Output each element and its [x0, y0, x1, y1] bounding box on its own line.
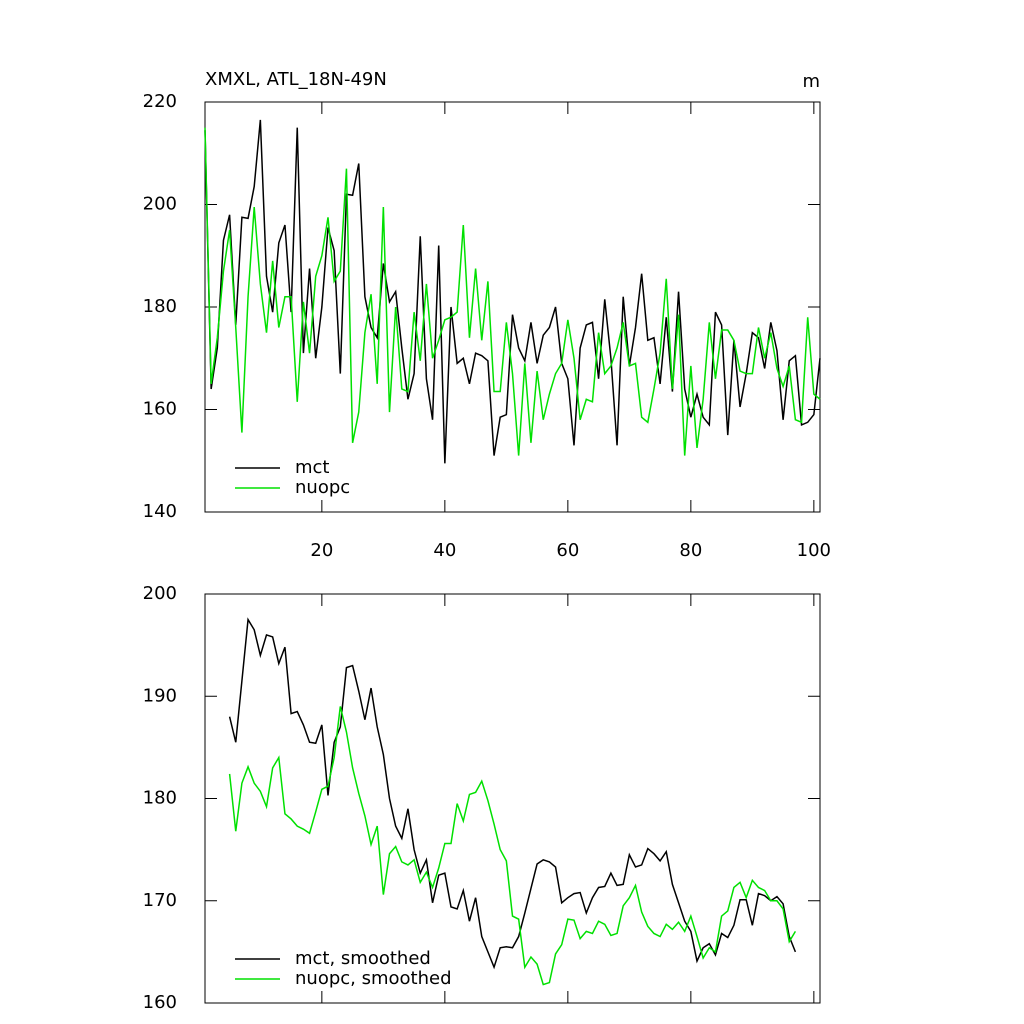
y-tick-label: 220: [143, 91, 177, 112]
legend-label: nuopc, smoothed: [295, 968, 452, 989]
y-tick-label: 180: [143, 788, 177, 809]
x-tick-label: 100: [797, 540, 831, 561]
series-line: [204, 119, 821, 464]
x-tick-label: 40: [433, 540, 456, 561]
chart-title: XMXL, ATL_18N-49N: [205, 69, 387, 90]
y-tick-label: 140: [143, 501, 177, 522]
plot-frame: [204, 593, 821, 1004]
x-tick-label: 80: [679, 540, 702, 561]
legend-label: nuopc: [295, 477, 350, 498]
series-line: [204, 127, 821, 456]
y-tick-label: 190: [143, 685, 177, 706]
y-tick-label: 170: [143, 890, 177, 911]
y-tick-label: 200: [143, 194, 177, 215]
series-line: [228, 706, 797, 986]
x-tick-label: 60: [556, 540, 579, 561]
y-tick-label: 160: [143, 992, 177, 1013]
x-tick-label: 20: [310, 540, 333, 561]
y-tick-label: 180: [143, 296, 177, 317]
y-tick-label: 200: [143, 583, 177, 604]
y-tick-label: 160: [143, 399, 177, 420]
units-label: m: [802, 71, 820, 92]
legend-label: mct, smoothed: [295, 948, 431, 969]
plot-frame: [204, 101, 821, 513]
legend-label: mct: [295, 457, 330, 478]
